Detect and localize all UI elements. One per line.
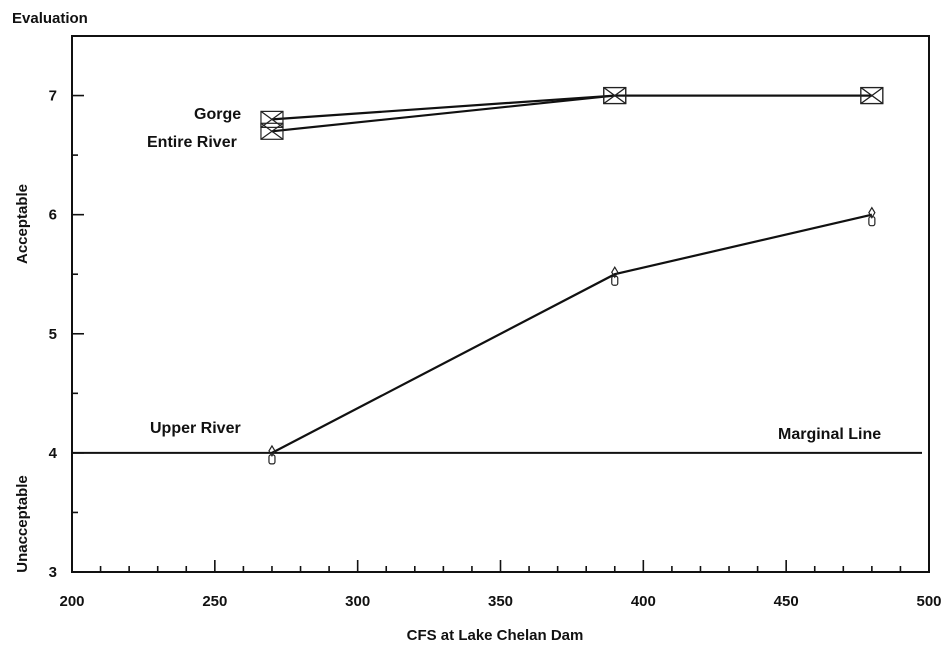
annotation-marginal-line: Marginal Line <box>778 426 881 443</box>
y-tick-labels: 3 4 5 6 7 <box>49 88 58 581</box>
annotations: Gorge Entire River Upper River Marginal … <box>147 106 881 443</box>
y-tick-label: 4 <box>49 445 58 462</box>
data-point-gorge <box>260 110 284 128</box>
series-line-upper-river <box>271 213 873 454</box>
y-tick-label: 5 <box>49 326 57 343</box>
y-axis-title-acceptable: Acceptable <box>14 184 31 264</box>
y-tick-label: 3 <box>49 564 57 581</box>
x-tick-labels: 200 250 300 350 400 450 500 <box>59 593 941 610</box>
x-tick-label: 450 <box>774 593 799 610</box>
data-point-upper-river <box>868 206 876 227</box>
annotation-gorge: Gorge <box>194 106 241 123</box>
series-lines <box>271 94 873 454</box>
annotation-entire-river: Entire River <box>147 134 237 151</box>
data-point-upper-river <box>268 444 276 465</box>
x-tick-label: 350 <box>488 593 513 610</box>
data-point-upper-river <box>611 266 619 286</box>
x-tick-label: 300 <box>345 593 370 610</box>
x-tick-label: 200 <box>59 593 84 610</box>
x-tick-label: 250 <box>202 593 227 610</box>
y-tick-label: 7 <box>49 88 57 105</box>
chart-title: Evaluation <box>12 10 88 27</box>
y-axis-title-unacceptable: Unacceptable <box>14 475 31 573</box>
x-tick-label: 400 <box>631 593 656 610</box>
data-point-entire-river <box>260 122 284 140</box>
data-point-entire-river <box>603 86 627 105</box>
x-axis-title: CFS at Lake Chelan Dam <box>407 627 584 644</box>
data-point-entire-river <box>860 86 884 105</box>
tick-marks <box>71 35 930 573</box>
y-tick-label: 6 <box>49 207 57 224</box>
x-tick-label: 500 <box>916 593 941 610</box>
series-markers <box>260 86 884 465</box>
annotation-upper-river: Upper River <box>150 420 241 437</box>
